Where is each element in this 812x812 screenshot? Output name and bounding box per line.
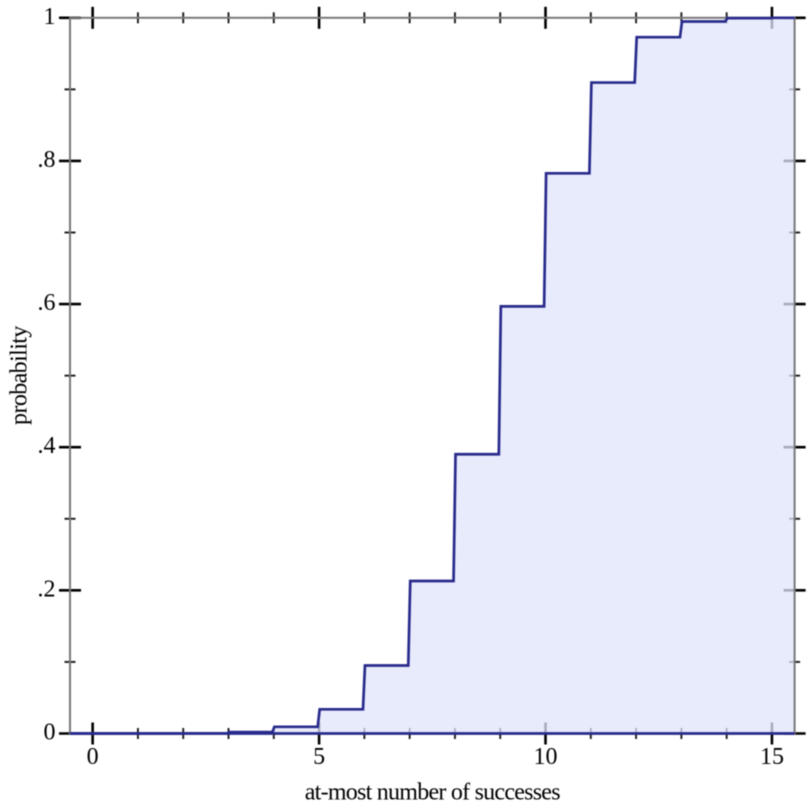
svg-text:5: 5 (313, 744, 325, 770)
svg-text:1: 1 (44, 4, 56, 30)
svg-text:.8: .8 (38, 147, 56, 173)
svg-text:.6: .6 (38, 290, 56, 316)
svg-text:probability: probability (7, 326, 33, 425)
svg-text:0: 0 (87, 744, 99, 770)
svg-text:.2: .2 (38, 576, 56, 602)
svg-text:15: 15 (760, 744, 784, 770)
svg-text:.4: .4 (38, 433, 56, 459)
svg-text:0: 0 (44, 720, 56, 746)
svg-text:at-most number of successes: at-most number of successes (305, 780, 560, 806)
svg-text:10: 10 (534, 744, 558, 770)
